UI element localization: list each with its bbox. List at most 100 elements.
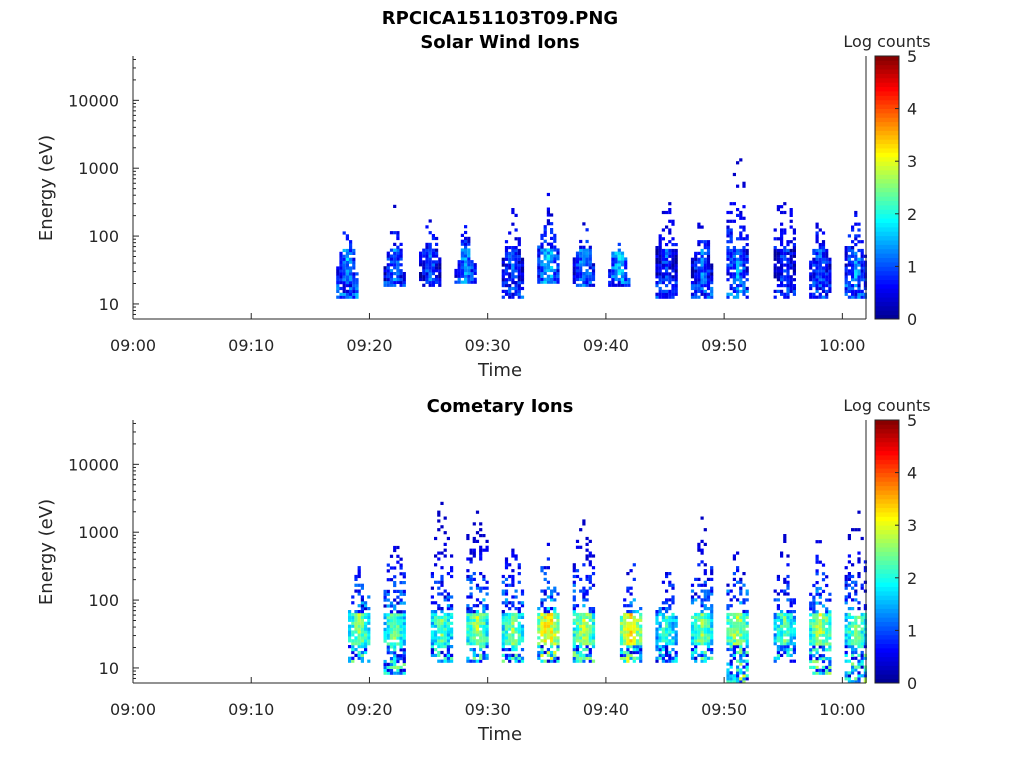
heatmap-cell — [464, 266, 468, 270]
heatmap-cell — [438, 257, 442, 261]
heatmap-cell — [671, 292, 675, 296]
heatmap-cell — [352, 278, 356, 282]
heatmap-cell — [844, 674, 848, 678]
heatmap-cell — [812, 610, 816, 614]
heatmap-cell — [789, 615, 793, 619]
heatmap-cell — [467, 268, 471, 273]
heatmap-cell — [703, 269, 707, 273]
heatmap-cell — [572, 580, 576, 584]
colorbar-segment — [875, 134, 899, 140]
heatmap-cell — [579, 545, 583, 549]
heatmap-cell — [658, 639, 662, 643]
heatmap-cell — [690, 284, 695, 288]
heatmap-cell — [399, 621, 403, 626]
heatmap-cell — [517, 254, 521, 258]
heatmap-cell — [665, 639, 669, 643]
heatmap-cell — [818, 251, 822, 255]
heatmap-cell — [812, 269, 816, 273]
heatmap-cell — [854, 647, 858, 652]
heatmap-cell — [624, 283, 628, 287]
x-axis-label: Time — [477, 360, 522, 381]
heatmap-cell — [588, 554, 592, 558]
heatmap-cell — [745, 257, 749, 261]
heatmap-cell — [736, 615, 740, 619]
heatmap-cell — [710, 275, 714, 279]
heatmap-cell — [543, 612, 547, 617]
heatmap-cell — [665, 630, 669, 634]
heatmap-cell — [700, 615, 704, 619]
heatmap-cell — [668, 639, 672, 643]
heatmap-cell — [485, 539, 489, 543]
heatmap-cell — [745, 650, 749, 655]
heatmap-cell — [357, 572, 361, 576]
heatmap-cell — [579, 633, 583, 637]
colorbar-title: Log counts — [843, 396, 930, 415]
heatmap-cell — [582, 621, 586, 625]
heatmap-cell — [700, 539, 704, 543]
heatmap-cell — [537, 653, 541, 657]
heatmap-cell — [364, 615, 368, 619]
heatmap-cell — [469, 615, 473, 619]
heatmap-cell — [342, 248, 346, 253]
colorbar-segment — [875, 507, 899, 513]
heatmap-cell — [789, 225, 793, 229]
heatmap-cell — [537, 627, 541, 631]
heatmap-cell — [626, 586, 630, 590]
heatmap-cell — [579, 260, 583, 264]
heatmap-cell — [469, 595, 473, 599]
heatmap-cell — [655, 645, 659, 649]
heatmap-cell — [446, 618, 450, 622]
heatmap-cell — [700, 284, 704, 288]
heatmap-cell — [742, 281, 746, 285]
heatmap-cell — [668, 266, 672, 270]
heatmap-cell — [783, 278, 787, 282]
heatmap-cell — [789, 636, 793, 640]
heatmap-cell — [588, 577, 592, 581]
heatmap-cell — [632, 621, 636, 625]
heatmap-cell — [393, 616, 397, 620]
heatmap-cell — [537, 618, 541, 622]
heatmap-cell — [773, 636, 777, 640]
heatmap-cell — [485, 612, 489, 617]
heatmap-cell — [729, 671, 733, 675]
heatmap-cell — [818, 560, 822, 564]
heatmap-cell — [348, 615, 352, 619]
heatmap-cell — [508, 254, 512, 258]
colorbar-segment — [875, 665, 899, 671]
y-tick-label: 10000 — [68, 91, 119, 110]
heatmap-cell — [789, 624, 793, 628]
heatmap-cell — [585, 592, 589, 596]
heatmap-cell — [700, 251, 704, 255]
heatmap-cell — [658, 257, 662, 261]
heatmap-cell — [482, 618, 486, 622]
heatmap-cell — [485, 604, 489, 608]
heatmap-cell — [443, 598, 447, 602]
heatmap-cell — [440, 645, 444, 649]
heatmap-cell — [355, 286, 359, 291]
heatmap-cell — [446, 659, 450, 663]
heatmap-cell — [710, 566, 714, 570]
heatmap-cell — [742, 671, 746, 675]
heatmap-cell — [482, 621, 486, 625]
heatmap-cell — [585, 615, 589, 619]
heatmap-cell — [851, 665, 855, 669]
heatmap-cell — [434, 563, 438, 567]
colorbar-segment — [875, 424, 899, 430]
heatmap-cell — [703, 295, 707, 299]
heatmap-cell — [575, 639, 580, 643]
heatmap-cell — [572, 636, 576, 640]
heatmap-cell — [585, 636, 589, 640]
heatmap-cell — [700, 286, 704, 291]
heatmap-cell — [367, 612, 371, 617]
heatmap-cell — [671, 269, 675, 273]
heatmap-cell — [739, 260, 743, 264]
heatmap-cell — [783, 246, 787, 250]
heatmap-cell — [572, 607, 576, 611]
heatmap-cell — [863, 630, 867, 634]
heatmap-cell — [780, 263, 784, 267]
heatmap-cell — [626, 572, 630, 576]
heatmap-cell — [626, 621, 630, 625]
heatmap-cell — [739, 615, 743, 619]
heatmap-cell — [623, 612, 627, 617]
heatmap-cell — [851, 656, 855, 660]
